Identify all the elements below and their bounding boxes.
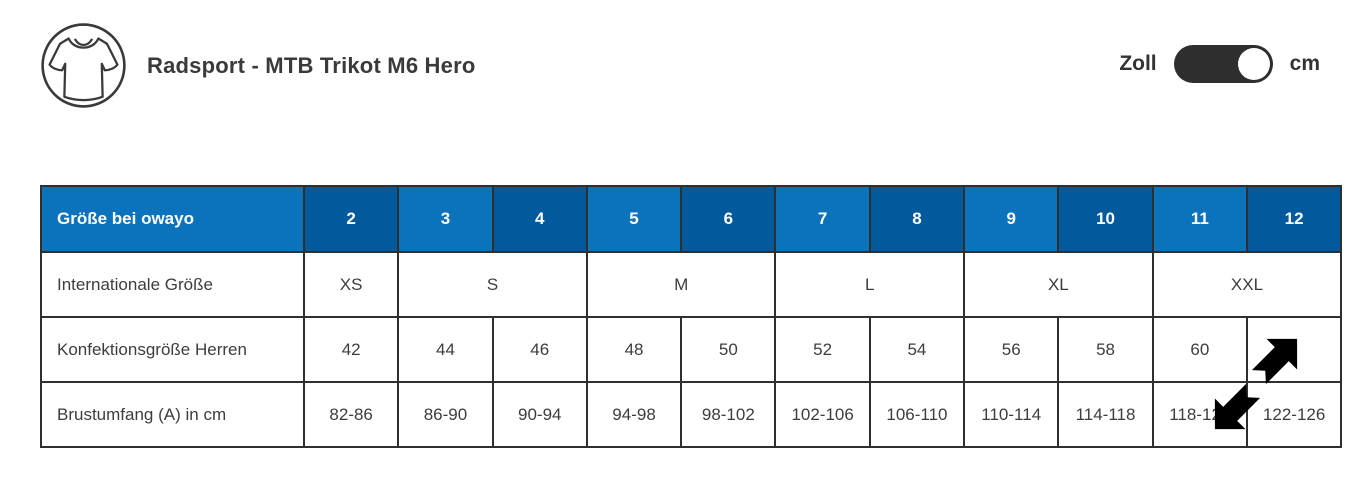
size-col-header: 7 bbox=[774, 185, 871, 253]
size-chart-table: Größe bei owayo 2 3 4 5 6 7 8 9 10 11 12… bbox=[40, 185, 1343, 448]
konfektion-cell: 48 bbox=[585, 316, 683, 383]
tshirt-icon bbox=[41, 23, 126, 108]
unit-toggle-group: Zoll cm bbox=[1119, 44, 1320, 84]
brustumfang-cell: 122-126 bbox=[1245, 381, 1343, 448]
intl-size-cell: S bbox=[397, 251, 588, 318]
size-col-header: 9 bbox=[963, 185, 1060, 253]
table-header-row: Größe bei owayo 2 3 4 5 6 7 8 9 10 11 12 bbox=[40, 185, 1343, 253]
unit-label-zoll[interactable]: Zoll bbox=[1119, 52, 1157, 75]
size-col-header: 10 bbox=[1057, 185, 1154, 253]
table-row-international-size: Internationale Größe XS S M L XL XXL bbox=[40, 251, 1343, 318]
toggle-knob-icon[interactable] bbox=[1237, 48, 1270, 80]
brustumfang-cell: 86-90 bbox=[397, 381, 494, 448]
brustumfang-cell: 114-118 bbox=[1057, 381, 1154, 448]
size-col-header: 8 bbox=[868, 185, 966, 253]
intl-size-cell: XXL bbox=[1151, 251, 1343, 318]
size-col-header: 2 bbox=[302, 185, 400, 253]
konfektion-cell: 58 bbox=[1057, 316, 1154, 383]
size-col-header: 11 bbox=[1151, 185, 1248, 253]
row-label-internationale-groesse: Internationale Größe bbox=[40, 251, 305, 318]
intl-size-cell: L bbox=[774, 251, 966, 318]
size-col-header: 4 bbox=[491, 185, 588, 253]
row-label-groesse-bei-owayo: Größe bei owayo bbox=[40, 185, 305, 253]
brustumfang-cell: 94-98 bbox=[585, 381, 683, 448]
brustumfang-cell: 110-114 bbox=[963, 381, 1060, 448]
brustumfang-cell: 102-106 bbox=[774, 381, 871, 448]
size-col-header: 12 bbox=[1245, 185, 1343, 253]
konfektion-cell: 42 bbox=[302, 316, 400, 383]
intl-size-cell: XS bbox=[302, 251, 400, 318]
konfektion-cell bbox=[1245, 316, 1343, 383]
brustumfang-cell: 90-94 bbox=[491, 381, 588, 448]
konfektion-cell: 60 bbox=[1151, 316, 1248, 383]
brustumfang-cell: 118-122 bbox=[1151, 381, 1248, 448]
brustumfang-cell: 98-102 bbox=[680, 381, 777, 448]
unit-label-cm[interactable]: cm bbox=[1289, 52, 1320, 75]
size-col-header: 6 bbox=[680, 185, 777, 253]
table-row-konfektionsgroesse: Konfektionsgröße Herren 42 44 46 48 50 5… bbox=[40, 316, 1343, 383]
page-title: Radsport - MTB Trikot M6 Hero bbox=[147, 53, 476, 78]
unit-toggle[interactable] bbox=[1173, 45, 1273, 83]
konfektion-cell: 56 bbox=[963, 316, 1060, 383]
brustumfang-cell: 82-86 bbox=[302, 381, 400, 448]
size-col-header: 3 bbox=[397, 185, 494, 253]
intl-size-cell: M bbox=[585, 251, 777, 318]
table-row-brustumfang: Brustumfang (A) in cm 82-86 86-90 90-94 … bbox=[40, 381, 1343, 448]
konfektion-cell: 50 bbox=[680, 316, 777, 383]
konfektion-cell: 54 bbox=[868, 316, 966, 383]
brustumfang-cell: 106-110 bbox=[868, 381, 966, 448]
konfektion-cell: 46 bbox=[491, 316, 588, 383]
size-col-header: 5 bbox=[585, 185, 683, 253]
konfektion-cell: 44 bbox=[397, 316, 494, 383]
intl-size-cell: XL bbox=[963, 251, 1154, 318]
row-label-brustumfang: Brustumfang (A) in cm bbox=[40, 381, 305, 448]
row-label-konfektionsgroesse-herren: Konfektionsgröße Herren bbox=[40, 316, 305, 383]
konfektion-cell: 52 bbox=[774, 316, 871, 383]
